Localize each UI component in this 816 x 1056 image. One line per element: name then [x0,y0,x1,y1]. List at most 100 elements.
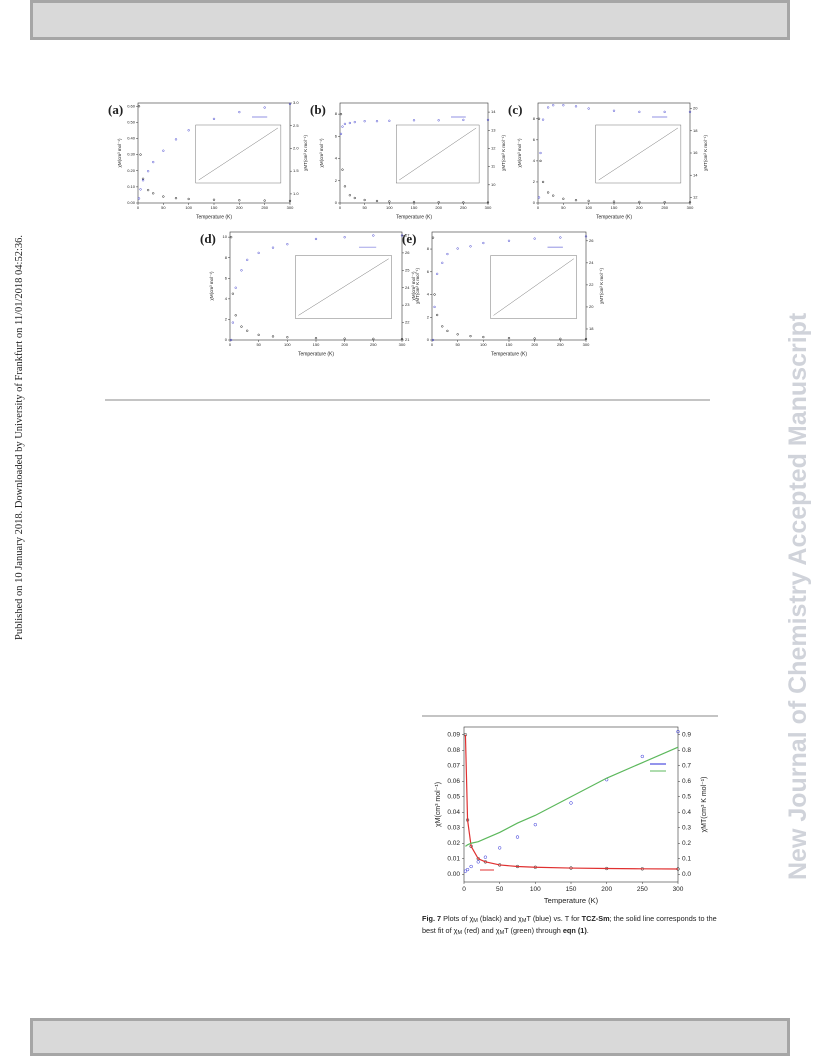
data-point [341,125,344,128]
y-tick-label: 16 [693,150,698,155]
data-point [238,110,241,114]
data-point [187,129,190,132]
y-tick-label: 0.0 [682,871,691,878]
data-point [515,835,520,839]
x-tick-label: 250 [460,205,467,210]
data-point [559,337,562,341]
data-point [552,104,555,107]
y-tick-label: 0.04 [447,809,460,816]
data-point [363,198,366,202]
y-tick-label: 10 [223,234,228,239]
y-tick-label: 3.0 [293,100,299,105]
x-tick-label: 50 [496,886,504,893]
data-point [348,121,352,125]
x-tick-label: 150 [211,205,218,210]
y-tick-label: 0 [225,337,228,342]
y-tick-label: 1.0 [293,191,299,196]
data-point [431,338,435,342]
y-tick-label: 12 [491,146,496,151]
data-point [246,329,249,332]
data-point [257,333,260,337]
x-tick-label: 300 [673,886,684,893]
data-point [146,188,150,192]
y-tick-label: 0.07 [447,762,460,769]
data-point [638,200,641,204]
x-tick-label: 100 [386,205,393,210]
data-point [400,234,404,237]
data-point [456,333,459,336]
x-tick-label: 50 [362,205,367,210]
data-point [498,846,502,850]
data-point [343,236,346,239]
y-tick-label: 2 [427,314,430,319]
x-tick-label: 150 [411,205,418,210]
data-point [435,313,439,317]
footer-bar [30,1018,790,1056]
y-axis-title: χM(cm³ mol⁻¹) [517,138,522,167]
data-point [341,168,344,171]
y-tick-label: 4 [427,292,430,297]
data-point [343,337,346,340]
x-tick-label: 50 [161,205,166,210]
y-tick-label: 2 [225,316,228,321]
data-point [162,195,165,198]
x-tick-label: 100 [530,886,541,893]
data-point [541,180,545,184]
data-point [482,241,485,245]
caption-part: Plots of χ [441,914,474,923]
y-tick-label: 21 [405,337,410,342]
data-point [388,119,391,122]
data-point [339,132,343,136]
x-tick-label: 250 [261,205,268,210]
y-tick-label: 0.8 [682,747,691,754]
inset-line [399,127,477,181]
y-tick-label: 0.02 [447,840,460,847]
y-tick-label: 4 [335,156,338,161]
y-tick-label: 6 [335,133,338,138]
panel-label: (a) [108,102,123,117]
data-point [640,754,644,759]
caption-part: (red) and χ [462,926,500,935]
data-point [240,269,243,272]
data-point [152,160,155,164]
data-point [263,106,266,109]
data-point [271,246,275,249]
data-point [141,177,145,180]
data-point [437,119,440,122]
y-tick-label: 27 [405,233,410,238]
x-tick-label: 200 [435,205,442,210]
y2-axis-title: χMT(cm³ K mol⁻¹) [599,268,604,304]
y-tick-label: 0.40 [127,136,136,141]
data-point [437,201,440,204]
y-tick-label: 2 [335,178,338,183]
y-tick-label: 0.30 [127,152,136,157]
data-point [574,105,578,108]
data-point [562,104,565,107]
x-axis-title: Temperature (K) [396,214,432,220]
x-tick-label: 200 [236,205,243,210]
panel-label: (c) [508,102,522,117]
data-point [375,199,379,203]
data-point [288,102,292,106]
data-point [343,122,347,126]
fit-line [464,734,679,870]
y-tick-label: 24 [405,285,410,290]
data-point [400,337,404,341]
y2-axis-title: χMT(cm³ K mol⁻¹) [501,135,506,171]
panel-label: (e) [402,231,416,246]
y-tick-label: 0.1 [682,855,691,862]
data-point [587,199,590,203]
data-point [546,106,550,109]
x-tick-label: 0 [137,205,140,210]
y-tick-label: 0.5 [682,793,691,800]
x-tick-label: 200 [601,886,612,893]
data-point [139,188,142,191]
data-point [372,337,375,341]
data-point [231,321,235,324]
y-tick-label: 8 [427,246,430,251]
x-tick-label: 300 [287,205,294,210]
data-point [271,335,275,338]
y-tick-label: 0.6 [682,778,691,785]
data-point [446,329,449,333]
data-point [372,234,375,237]
